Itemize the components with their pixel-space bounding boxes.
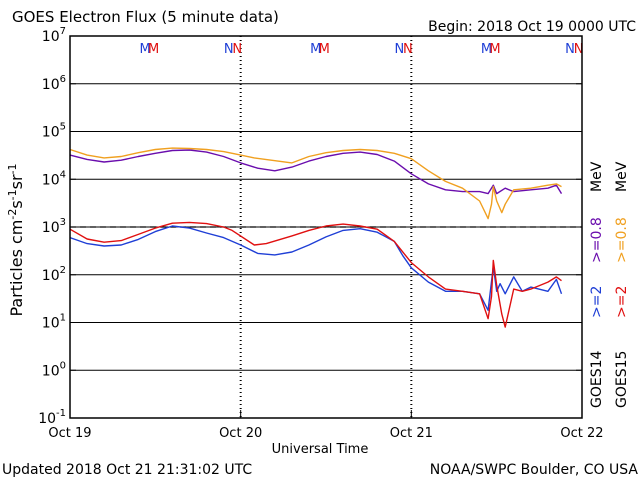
series-line-0	[69, 225, 563, 311]
marker-m-5: M	[319, 42, 330, 57]
begin-time-label: Begin: 2018 Oct 19 0000 UTC	[428, 19, 636, 35]
legend-goes14-ge08: >=0.8	[589, 217, 605, 263]
x-tick-label-3: Oct 22	[560, 426, 603, 441]
marker-n-3: N	[232, 42, 242, 57]
series-line-1	[69, 221, 562, 328]
marker-n-2: N	[224, 42, 234, 57]
legend-goes14: GOES14	[589, 350, 605, 408]
grid-layer	[70, 36, 582, 418]
y-tick-label-4: 103	[42, 217, 66, 236]
x-tick-label-1: Oct 20	[219, 426, 262, 441]
legend-goes15: GOES15	[614, 351, 630, 408]
credit-label: NOAA/SWPC Boulder, CO USA	[430, 462, 639, 478]
legend-mev-14: MeV	[589, 161, 605, 192]
updated-label: Updated 2018 Oct 21 21:31:02 UTC	[2, 462, 252, 478]
legend-mev-15: MeV	[614, 161, 630, 192]
marker-layer: MM NN MM NN MM NN	[139, 42, 583, 57]
y-tick-label-2: 105	[42, 122, 66, 141]
x-tick-label-0: Oct 19	[48, 426, 91, 441]
legend-goes15-ge2: >=2	[614, 286, 630, 318]
y-tick-label-0: 107	[42, 26, 66, 45]
legend-goes14-ge2: >=2	[589, 286, 605, 318]
y-tick-label-8: 10-1	[38, 408, 66, 427]
x-axis-title: Universal Time	[272, 442, 369, 457]
legend-goes15-ge08: >=0.8	[614, 217, 630, 263]
y-tick-label-7: 100	[42, 360, 66, 379]
marker-n-6: N	[395, 42, 405, 57]
marker-n-7: N	[403, 42, 413, 57]
marker-m-0: M	[139, 42, 150, 57]
chart-title: GOES Electron Flux (5 minute data)	[12, 8, 279, 26]
series-line-3	[69, 147, 562, 220]
marker-m-8: M	[481, 42, 492, 57]
legend: GOES14 GOES15 >=2 >=2 >=0.8 >=0.8 MeV Me…	[589, 161, 630, 408]
y-tick-label-5: 102	[42, 265, 66, 284]
marker-m-1: M	[148, 42, 159, 57]
series-line-2	[69, 149, 563, 195]
marker-m-9: M	[489, 42, 500, 57]
marker-n-10: N	[565, 42, 575, 57]
x-tick-label-2: Oct 21	[390, 426, 433, 441]
marker-m-4: M	[310, 42, 321, 57]
y-tick-label-1: 106	[42, 74, 66, 93]
y-tick-label-3: 104	[42, 169, 66, 188]
marker-n-11: N	[574, 42, 584, 57]
series-layer	[69, 147, 563, 328]
y-axis-title: Particles cm-2s-1sr-1	[6, 163, 26, 316]
y-tick-label-6: 101	[42, 313, 66, 332]
